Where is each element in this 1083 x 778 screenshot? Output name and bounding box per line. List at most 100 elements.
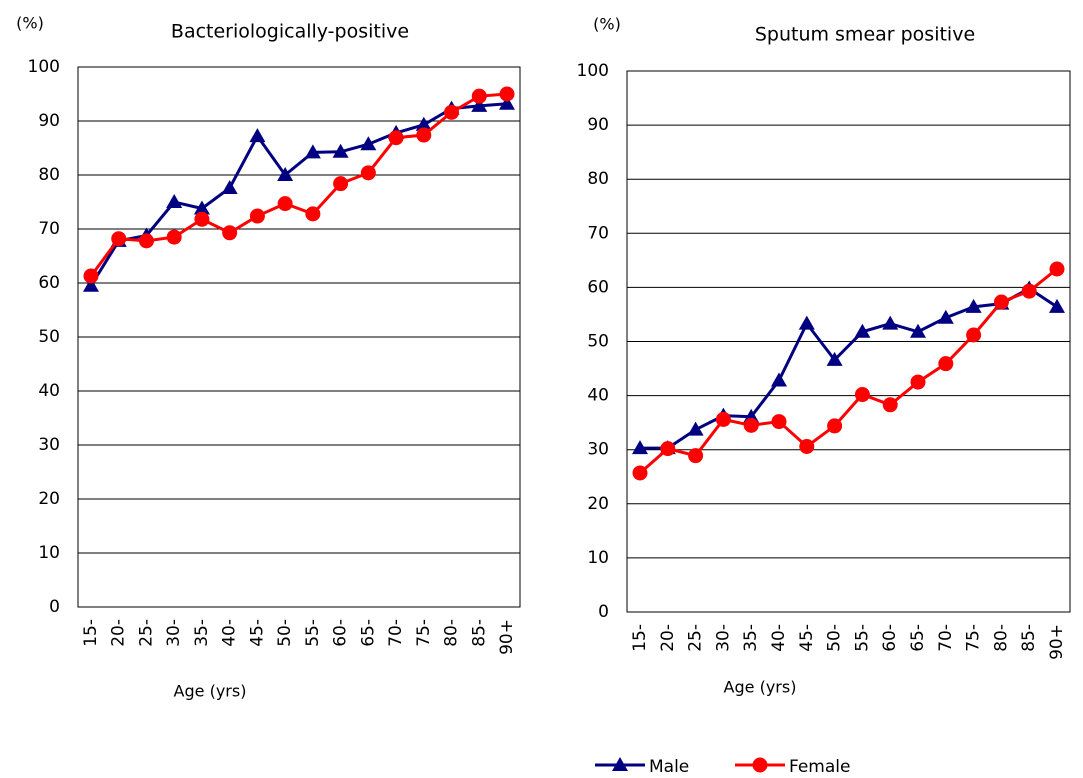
series-line bbox=[639, 267, 1058, 475]
series-line bbox=[89, 102, 508, 287]
data-point bbox=[415, 116, 432, 131]
y-tick-label: 10 bbox=[38, 543, 60, 563]
y-tick-label: 40 bbox=[587, 386, 609, 406]
x-tick-label: 55- bbox=[852, 624, 872, 652]
data-point bbox=[1021, 283, 1037, 299]
x-tick-label: 80- bbox=[442, 619, 462, 647]
x-tick-label: 65- bbox=[908, 624, 928, 652]
data-point bbox=[771, 372, 787, 387]
data-point bbox=[332, 143, 349, 158]
data-point bbox=[938, 356, 954, 372]
plot-frame bbox=[626, 70, 1071, 613]
chart-title: Sputum smear positive bbox=[755, 24, 975, 46]
data-point bbox=[305, 206, 321, 222]
data-point bbox=[83, 268, 99, 284]
data-point bbox=[743, 417, 759, 433]
data-point bbox=[1049, 298, 1065, 313]
x-tick-label: 65- bbox=[358, 619, 378, 647]
y-tick-label: 0 bbox=[598, 602, 609, 622]
x-tick-label: 20- bbox=[109, 619, 129, 647]
data-point bbox=[360, 165, 376, 181]
data-point bbox=[771, 414, 787, 430]
data-point bbox=[138, 233, 154, 249]
y-tick-label: 30 bbox=[587, 440, 609, 460]
y-tick-label: 60 bbox=[38, 273, 60, 293]
legend-label: Female bbox=[789, 757, 850, 777]
y-tick-label: 60 bbox=[587, 277, 609, 297]
data-point bbox=[499, 86, 515, 102]
y-tick-label: 0 bbox=[49, 597, 60, 617]
data-point bbox=[471, 88, 487, 104]
data-point bbox=[937, 309, 954, 324]
data-point bbox=[799, 438, 815, 454]
data-point bbox=[966, 327, 982, 343]
x-tick-label: 90+ bbox=[497, 619, 517, 655]
x-tick-label: 25- bbox=[686, 624, 706, 652]
x-tick-label: 60- bbox=[880, 624, 900, 652]
data-point bbox=[471, 97, 488, 112]
y-tick-label: 90 bbox=[38, 111, 60, 131]
x-tick-label: 15- bbox=[81, 619, 101, 647]
x-tick-label: 55- bbox=[303, 619, 323, 647]
x-tick-label: 45- bbox=[247, 619, 267, 647]
x-tick-label: 50- bbox=[275, 619, 295, 647]
data-point bbox=[249, 128, 266, 143]
y-tick-label: 50 bbox=[587, 332, 609, 352]
data-point bbox=[882, 315, 899, 330]
data-point bbox=[910, 323, 926, 338]
data-point bbox=[166, 229, 182, 245]
data-point bbox=[882, 397, 898, 413]
data-point bbox=[854, 387, 870, 403]
data-point bbox=[687, 421, 704, 436]
x-tick-label: 70- bbox=[386, 619, 406, 647]
data-point bbox=[910, 374, 926, 390]
data-point bbox=[277, 167, 294, 181]
legend-label: Male bbox=[649, 757, 689, 777]
data-point bbox=[660, 441, 676, 457]
y-tick-label: 70 bbox=[38, 219, 60, 239]
data-point bbox=[83, 277, 99, 292]
x-tick-label: 90+ bbox=[1047, 624, 1067, 660]
data-point bbox=[221, 179, 238, 194]
data-point bbox=[993, 294, 1009, 310]
y-tick-label: 80 bbox=[38, 165, 60, 185]
x-tick-label: 80- bbox=[991, 624, 1011, 652]
data-point bbox=[277, 196, 293, 212]
legend-marker bbox=[752, 757, 768, 773]
data-point bbox=[194, 211, 210, 227]
y-axis-label: (%) bbox=[16, 14, 44, 33]
data-point bbox=[193, 200, 210, 215]
data-point bbox=[333, 176, 349, 192]
y-axis-label: (%) bbox=[593, 15, 621, 34]
x-tick-label: 30- bbox=[713, 624, 733, 652]
x-tick-label: 25- bbox=[136, 619, 156, 647]
data-point bbox=[166, 194, 183, 208]
x-axis-label: Age (yrs) bbox=[724, 678, 797, 697]
data-point bbox=[360, 136, 377, 151]
x-tick-label: 75- bbox=[414, 619, 434, 647]
data-point bbox=[416, 127, 432, 143]
x-axis-label: Age (yrs) bbox=[174, 682, 247, 701]
x-tick-label: 35- bbox=[741, 624, 761, 652]
y-tick-label: 70 bbox=[587, 223, 609, 243]
x-tick-label: 85- bbox=[469, 619, 489, 647]
y-tick-label: 40 bbox=[38, 381, 60, 401]
series-line bbox=[89, 92, 508, 277]
series-line bbox=[640, 286, 1058, 450]
data-point bbox=[1049, 261, 1065, 277]
plot-frame bbox=[77, 66, 521, 608]
data-point bbox=[854, 323, 871, 338]
data-point bbox=[798, 315, 815, 330]
x-tick-label: 60- bbox=[331, 619, 351, 647]
data-point bbox=[111, 231, 127, 247]
x-tick-label: 70- bbox=[936, 624, 956, 652]
data-point bbox=[632, 465, 648, 481]
data-point bbox=[304, 144, 321, 159]
x-tick-label: 20- bbox=[658, 624, 678, 652]
x-tick-label: 40- bbox=[220, 619, 240, 647]
x-tick-label: 40- bbox=[769, 624, 789, 652]
y-tick-label: 30 bbox=[38, 435, 60, 455]
data-point bbox=[249, 208, 265, 224]
chart-title: Bacteriologically-positive bbox=[171, 21, 409, 43]
